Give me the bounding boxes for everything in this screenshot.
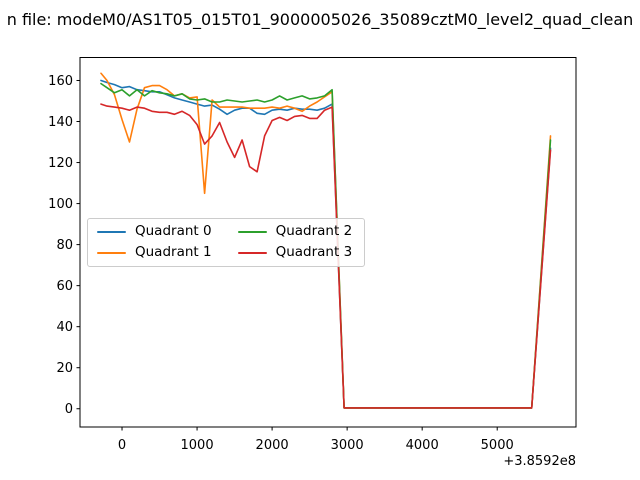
svg-text:2000: 2000: [256, 438, 289, 453]
legend-item-quadrant-2: Quadrant 2: [237, 222, 353, 243]
legend-label-quadrant-3: Quadrant 3: [275, 244, 353, 261]
svg-text:5000: 5000: [481, 438, 514, 453]
svg-text:140: 140: [48, 115, 73, 130]
figure-title: n file: modeM0/AS1T05_015T01_9000005026_…: [6, 10, 634, 29]
legend-item-quadrant-3: Quadrant 3: [237, 243, 353, 264]
svg-text:4000: 4000: [406, 438, 439, 453]
legend-item-quadrant-1: Quadrant 1: [97, 243, 212, 264]
svg-text:120: 120: [48, 156, 73, 171]
svg-text:3000: 3000: [331, 438, 364, 453]
legend-label-quadrant-0: Quadrant 0: [135, 223, 212, 240]
legend-swatch-quadrant-2-icon: [237, 231, 267, 233]
svg-text:1000: 1000: [181, 438, 214, 453]
svg-text:100: 100: [48, 197, 73, 212]
legend-swatch-quadrant-3-icon: [237, 252, 267, 254]
svg-text:40: 40: [56, 320, 73, 335]
legend-label-quadrant-2: Quadrant 2: [275, 223, 353, 240]
legend: Quadrant 0 Quadrant 2 Quadrant 1 Quadran…: [87, 218, 366, 267]
legend-item-quadrant-0: Quadrant 0: [97, 222, 212, 243]
svg-text:60: 60: [56, 279, 73, 294]
svg-text:0: 0: [65, 402, 73, 417]
legend-label-quadrant-1: Quadrant 1: [135, 244, 212, 261]
legend-swatch-quadrant-1-icon: [97, 252, 126, 254]
svg-text:0: 0: [118, 438, 126, 453]
legend-swatch-quadrant-0-icon: [97, 231, 126, 233]
svg-text:80: 80: [56, 238, 73, 253]
svg-text:20: 20: [56, 361, 73, 376]
x-axis-offset-label: +3.8592e8: [503, 454, 576, 469]
svg-text:160: 160: [48, 74, 73, 89]
